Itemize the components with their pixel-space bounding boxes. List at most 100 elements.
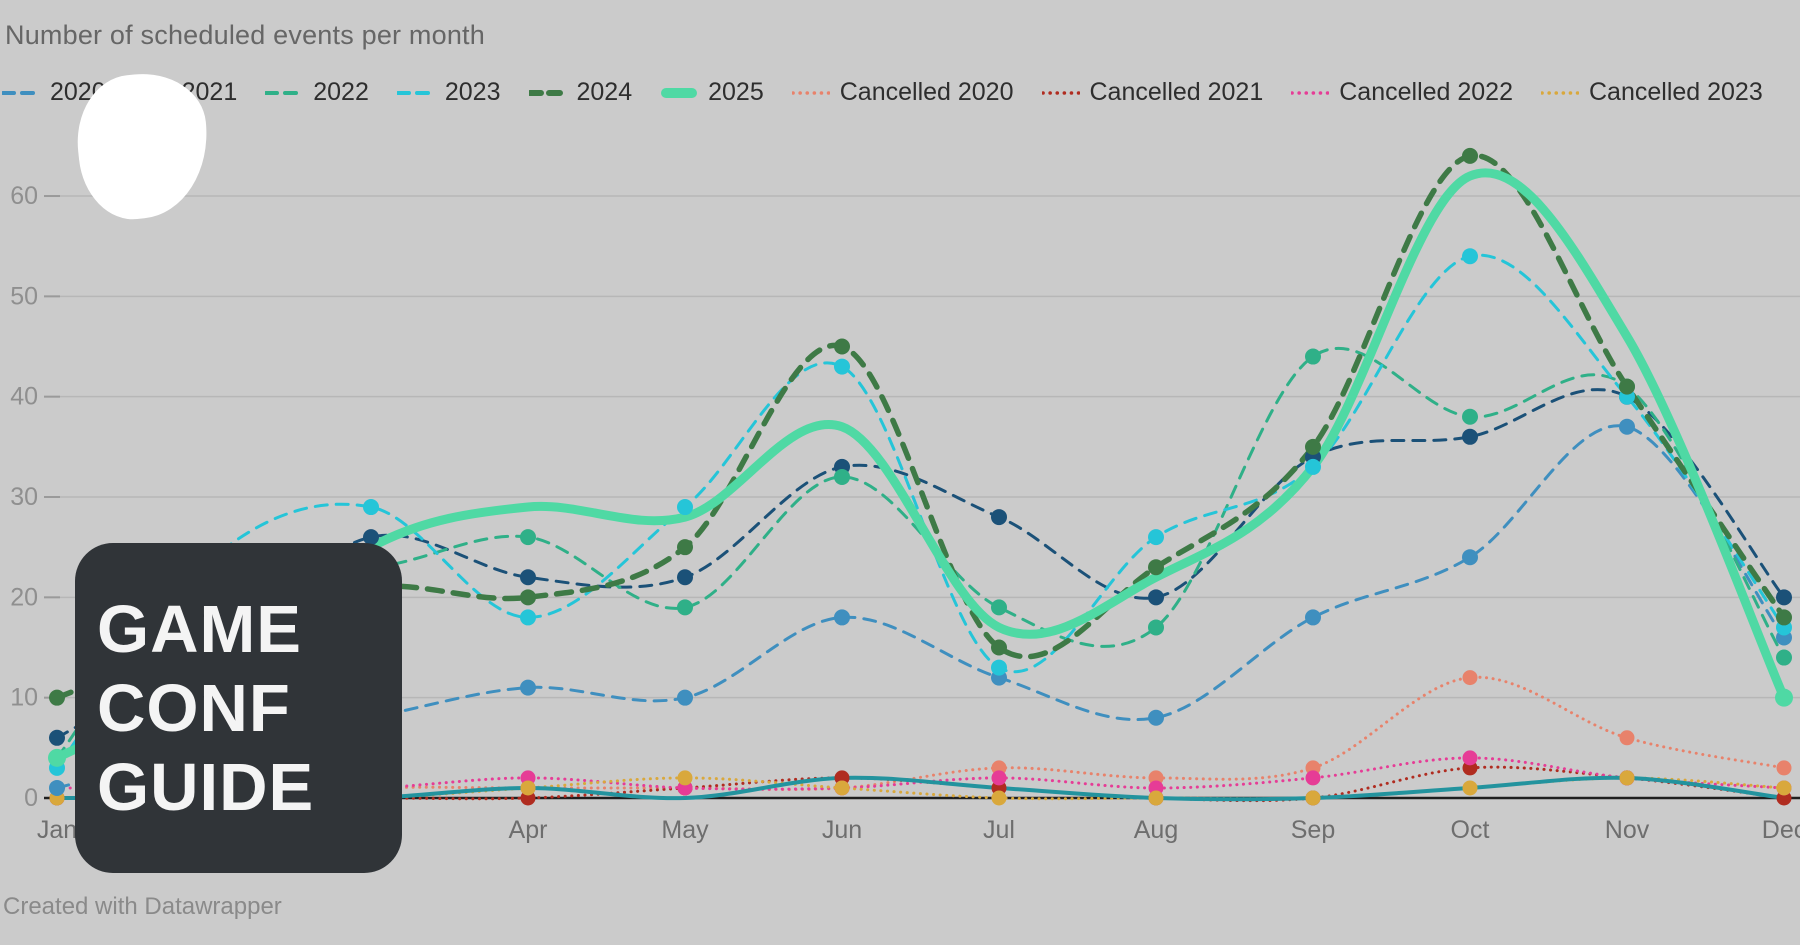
data-point-2024-sep[interactable]	[1305, 438, 1321, 455]
data-point-cancelled-2020-oct[interactable]	[1462, 670, 1478, 686]
y-axis-label-0: 0	[24, 784, 38, 812]
data-point-2020-sep[interactable]	[1305, 609, 1321, 626]
x-axis-label-jan: Jan	[37, 816, 77, 844]
legend-item-cancelled-2021: Cancelled 2021	[1041, 78, 1263, 107]
data-point-2020-jan[interactable]	[49, 779, 65, 796]
legend-label: 2025	[708, 78, 764, 106]
data-point-2021-apr[interactable]	[520, 569, 536, 586]
line-cancelled-2020	[55, 675, 1786, 801]
data-point-2020-aug[interactable]	[1148, 709, 1164, 726]
data-point-2021-jan[interactable]	[49, 729, 65, 746]
data-point-2023-aug[interactable]	[1148, 529, 1164, 546]
data-point-2020-apr[interactable]	[520, 679, 536, 696]
game-conf-guide-badge: GAME CONF GUIDE	[75, 543, 402, 873]
data-point-cancelled-2023-may[interactable]	[677, 770, 693, 786]
data-point-2023-jul[interactable]	[991, 659, 1007, 676]
legend-swatch-cancelled-2020	[791, 90, 830, 95]
data-point-2021-jul[interactable]	[991, 509, 1007, 526]
legend-swatch-cancelled-2021	[1041, 90, 1080, 95]
data-point-cancelled-2023-nov[interactable]	[1619, 770, 1635, 786]
datawrapper-attribution-link[interactable]: Created with Datawrapper	[3, 893, 282, 920]
data-point-2025-jan[interactable]	[48, 748, 66, 767]
data-point-cancelled-2023-oct[interactable]	[1462, 780, 1478, 796]
data-point-2025-dec[interactable]	[1775, 688, 1793, 707]
data-point-2023-apr[interactable]	[520, 609, 536, 626]
legend-label: Cancelled 2022	[1339, 78, 1513, 106]
data-point-2022-dec[interactable]	[1776, 649, 1792, 666]
legend-item-cancelled-2020: Cancelled 2020	[791, 78, 1014, 107]
chart-title: Number of scheduled events per month	[5, 20, 485, 50]
data-point-2022-jul[interactable]	[991, 599, 1007, 616]
x-axis-label-may: May	[661, 816, 709, 844]
data-point-2020-oct[interactable]	[1462, 549, 1478, 566]
data-point-2021-dec[interactable]	[1776, 589, 1792, 606]
data-point-2024-dec[interactable]	[1776, 609, 1792, 626]
data-point-2024-apr[interactable]	[520, 589, 536, 606]
x-axis-label-jul: Jul	[983, 816, 1015, 844]
y-axis-label-30: 30	[10, 483, 38, 511]
legend-item-cancelled-2023: Cancelled 2023	[1541, 78, 1763, 107]
legend-label: Cancelled 2020	[839, 78, 1014, 106]
data-point-2024-jun[interactable]	[834, 338, 850, 355]
data-point-2020-may[interactable]	[677, 689, 693, 706]
x-axis-label-nov: Nov	[1605, 816, 1650, 844]
badge-line-1: GAME	[97, 591, 302, 667]
data-point-cancelled-2023-jul[interactable]	[991, 790, 1007, 806]
legend-swatch-2022	[265, 90, 304, 95]
data-point-2024-jan[interactable]	[49, 689, 65, 706]
legend-item-2024: 2024	[528, 78, 632, 107]
legend-swatch-2025	[661, 87, 698, 98]
legend-swatch-cancelled-2023	[1541, 90, 1579, 95]
legend-item-2022: 2022	[265, 78, 369, 107]
data-point-cancelled-2023-aug[interactable]	[1148, 790, 1164, 806]
data-point-cancelled-2020-dec[interactable]	[1776, 760, 1792, 776]
legend-swatch-cancelled-2022	[1291, 90, 1330, 95]
data-point-2023-may[interactable]	[677, 499, 693, 516]
data-point-cancelled-2023-sep[interactable]	[1305, 790, 1321, 806]
legend-swatch-2023	[396, 90, 435, 95]
data-point-cancelled-2022-sep[interactable]	[1305, 770, 1321, 786]
legend-swatch-2024	[528, 89, 567, 96]
data-point-2020-nov[interactable]	[1619, 418, 1635, 435]
data-point-2022-aug[interactable]	[1148, 619, 1164, 636]
data-point-2023-mar[interactable]	[363, 499, 379, 516]
data-point-2021-may[interactable]	[677, 569, 693, 586]
legend-item-cancelled-2022: Cancelled 2022	[1291, 78, 1513, 107]
data-point-2022-jun[interactable]	[834, 468, 850, 485]
chart-legend: 2020 2021 2022 2023 2024 2025 Cancelled 2020 Ca…	[2, 78, 1800, 107]
data-point-2022-oct[interactable]	[1462, 408, 1478, 425]
data-point-2023-sep[interactable]	[1305, 458, 1321, 475]
data-point-2024-jul[interactable]	[991, 639, 1007, 656]
data-point-2024-oct[interactable]	[1462, 147, 1478, 164]
data-point-2021-oct[interactable]	[1462, 428, 1478, 445]
data-point-2021-mar[interactable]	[363, 529, 379, 546]
badge-line-3: GUIDE	[97, 749, 315, 825]
data-point-2023-oct[interactable]	[1462, 248, 1478, 265]
data-point-2020-jun[interactable]	[834, 609, 850, 626]
data-point-2022-may[interactable]	[677, 599, 693, 616]
legend-swatch-2020	[2, 90, 40, 95]
data-point-cancelled-2022-jul[interactable]	[991, 770, 1007, 786]
y-axis-label-60: 60	[10, 182, 38, 210]
data-point-cancelled-2023-dec[interactable]	[1776, 780, 1792, 796]
y-axis-label-40: 40	[10, 383, 38, 411]
data-point-cancelled-2023-jun[interactable]	[834, 780, 850, 796]
badge-line-2: CONF	[97, 670, 291, 746]
x-axis-label-dec: Dec	[1762, 816, 1800, 844]
legend-item-2023: 2023	[396, 78, 501, 107]
data-point-2022-sep[interactable]	[1305, 348, 1321, 365]
y-axis-label-10: 10	[10, 684, 38, 712]
data-point-cancelled-2020-nov[interactable]	[1619, 730, 1635, 746]
data-point-2021-aug[interactable]	[1148, 589, 1164, 606]
x-axis-label-sep: Sep	[1291, 816, 1335, 844]
y-axis-label-20: 20	[10, 583, 38, 611]
data-point-2023-jun[interactable]	[834, 358, 850, 375]
data-point-cancelled-2022-oct[interactable]	[1462, 750, 1478, 766]
x-axis-label-jun: Jun	[822, 816, 862, 844]
data-point-cancelled-2023-apr[interactable]	[520, 780, 536, 796]
data-point-2022-apr[interactable]	[520, 529, 536, 546]
data-point-2024-may[interactable]	[677, 539, 693, 556]
x-axis-label-aug: Aug	[1134, 816, 1178, 844]
data-point-2024-aug[interactable]	[1148, 559, 1164, 576]
data-point-2024-nov[interactable]	[1619, 378, 1635, 395]
